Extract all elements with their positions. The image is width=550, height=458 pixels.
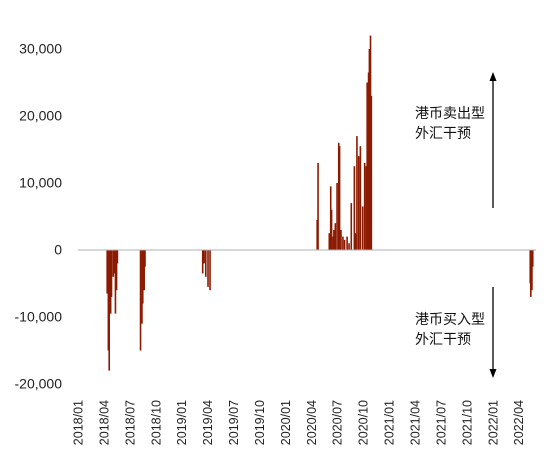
bar: [346, 236, 348, 250]
bar: [108, 250, 111, 371]
bar: [328, 233, 331, 250]
bar: [141, 250, 144, 304]
x-tick-label: 2022/01: [486, 400, 500, 445]
bar: [203, 250, 205, 264]
bar: [317, 162, 319, 250]
bar: [531, 250, 533, 291]
bar: [316, 219, 318, 250]
x-tick-label: 2019/07: [227, 400, 241, 445]
x-tick-label: 2022/04: [512, 400, 526, 445]
bar: [114, 250, 117, 314]
bar: [531, 250, 534, 267]
bar: [329, 186, 332, 250]
bar: [343, 239, 346, 250]
arrow-down-head: [489, 369, 497, 378]
y-tick-label: 30,000: [19, 41, 62, 57]
x-tick-label: 2019/04: [201, 400, 215, 445]
bar: [106, 250, 108, 294]
bar: [353, 166, 356, 250]
y-tick-label: -20,000: [15, 376, 63, 392]
bar: [357, 156, 360, 250]
bar: [139, 250, 142, 351]
x-tick-label: 2018/01: [72, 400, 86, 445]
x-tick-label: 2020/04: [305, 400, 319, 445]
bar-series: [106, 35, 534, 371]
x-tick-label: 2021/04: [409, 400, 423, 445]
bar: [141, 250, 143, 324]
bar: [342, 236, 344, 250]
annotation-arrows: [489, 72, 497, 378]
y-tick-label: -10,000: [15, 309, 63, 325]
bar: [209, 250, 211, 291]
bar: [366, 82, 368, 250]
bar: [143, 250, 145, 291]
bar: [356, 136, 358, 250]
bar: [115, 250, 118, 291]
annotation-line: 港币卖出型: [415, 106, 485, 122]
x-tick-label: 2020/10: [357, 400, 371, 445]
bar: [110, 250, 113, 297]
x-tick-label: 2021/07: [434, 400, 448, 445]
bar: [204, 250, 207, 277]
bar: [361, 206, 364, 250]
arrow-up-head: [489, 72, 497, 81]
bar: [113, 250, 116, 274]
bar: [336, 183, 338, 250]
x-tick-label: 2021/10: [460, 400, 474, 445]
bar: [338, 146, 341, 250]
x-tick-label: 2018/04: [97, 400, 111, 445]
bar: [365, 166, 368, 250]
annotation-line: 外汇干预: [415, 126, 471, 142]
bar: [112, 250, 115, 277]
bar: [116, 250, 119, 264]
bar: [109, 250, 112, 314]
bar: [348, 243, 350, 250]
annotation-line: 外汇干预: [415, 332, 471, 348]
bar: [144, 250, 146, 267]
bar: [201, 250, 204, 274]
bar: [207, 250, 209, 287]
x-tick-label: 2018/07: [123, 400, 137, 445]
x-tick-label: 2020/01: [279, 400, 293, 445]
x-tick-label: 2019/01: [175, 400, 189, 445]
y-tick-label: 10,000: [19, 175, 62, 191]
bar: [530, 250, 532, 297]
x-tick-label: 2020/07: [331, 400, 345, 445]
bar: [367, 72, 370, 250]
bar: [363, 162, 366, 250]
x-axis: 2018/01 2018/04 2018/07 2018/10 2019/01 2019/…: [72, 400, 527, 445]
bar: [334, 223, 337, 250]
bar: [337, 142, 340, 250]
bar: [107, 250, 110, 351]
annotation-line: 港币买入型: [415, 312, 485, 328]
x-tick-label: 2018/10: [149, 400, 163, 445]
y-axis: 30,000 20,000 10,000 0 -10,000 -20,000: [15, 41, 63, 392]
bar: [370, 95, 373, 251]
bar: [330, 209, 333, 250]
bar: [332, 236, 334, 250]
x-tick-label: 2021/01: [383, 400, 397, 445]
bar: [340, 229, 342, 250]
y-tick-label: 20,000: [19, 108, 62, 124]
bar: [369, 35, 372, 250]
bar: [354, 233, 357, 250]
x-tick-label: 2019/10: [253, 400, 267, 445]
bar: [359, 146, 362, 250]
bar: [333, 229, 335, 250]
annotation-buy-intervention: 港币买入型 外汇干预: [415, 310, 485, 350]
bar: [350, 203, 353, 250]
y-tick-label: 0: [54, 242, 62, 258]
annotation-sell-intervention: 港币卖出型 外汇干预: [415, 104, 485, 144]
bar: [368, 49, 371, 250]
